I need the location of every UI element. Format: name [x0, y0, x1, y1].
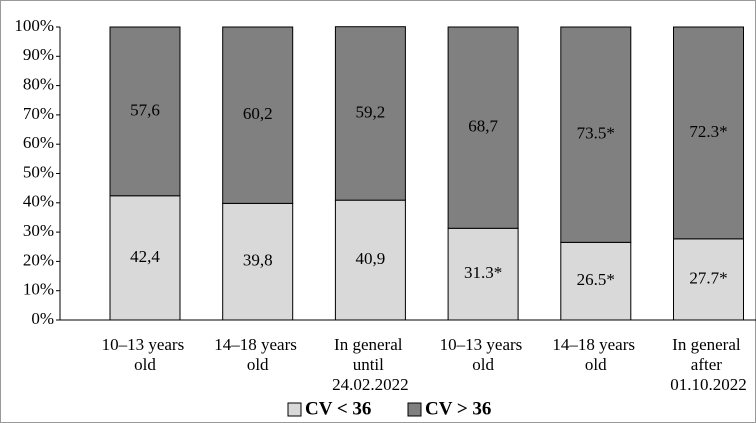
legend-swatch	[287, 402, 302, 417]
x-tick-label: In general until 24.02.2022	[332, 335, 409, 394]
value-label: 26.5*	[577, 270, 615, 289]
y-tick-label: 10%	[23, 280, 54, 299]
value-label: 72.3*	[689, 122, 727, 141]
x-tick-label: 10–13 years old	[102, 335, 189, 374]
value-label: 59,2	[356, 102, 386, 121]
legend-label: CV > 36	[425, 398, 491, 419]
y-tick-label: 50%	[23, 162, 54, 181]
x-tick-label: 14–18 years old	[552, 335, 639, 374]
bar-segment	[447, 26, 519, 229]
legend-label: CV < 36	[305, 398, 371, 419]
value-label: 31.3*	[464, 263, 502, 282]
bar-segment	[109, 26, 181, 197]
x-tick-label: 14–18 years old	[214, 335, 301, 374]
value-label: 40,9	[356, 249, 386, 268]
bar-segment	[222, 26, 294, 204]
y-tick-label: 0%	[31, 309, 54, 328]
y-tick-label: 30%	[23, 221, 54, 240]
value-label: 60,2	[243, 104, 273, 123]
bar-segment	[109, 195, 181, 321]
y-tick-label: 20%	[23, 250, 54, 269]
value-label: 57,6	[130, 100, 160, 119]
legend-swatch	[407, 402, 422, 417]
value-label: 39,8	[243, 251, 273, 270]
bar-segment	[334, 26, 406, 201]
bar-segment	[334, 199, 406, 321]
y-tick-label: 80%	[23, 75, 54, 94]
y-tick-label: 40%	[23, 192, 54, 211]
bar-segment	[447, 227, 519, 321]
y-tick-label: 70%	[23, 104, 54, 123]
bar-segment	[673, 238, 744, 321]
value-label: 42,4	[130, 247, 160, 266]
y-tick-label: 100%	[14, 16, 54, 35]
bar-segment	[560, 241, 632, 321]
bar-segment	[222, 202, 294, 321]
y-tick-label: 90%	[23, 45, 54, 64]
value-label: 73.5*	[577, 124, 615, 143]
bar-segment	[673, 26, 744, 240]
y-tick-label: 60%	[23, 133, 54, 152]
value-label: 27.7*	[689, 268, 727, 287]
bar-segment	[560, 26, 632, 243]
x-tick-label: In general after 01.10.2022	[670, 335, 747, 394]
value-label: 68,7	[468, 117, 498, 136]
x-tick-label: 10–13 years old	[440, 335, 527, 374]
